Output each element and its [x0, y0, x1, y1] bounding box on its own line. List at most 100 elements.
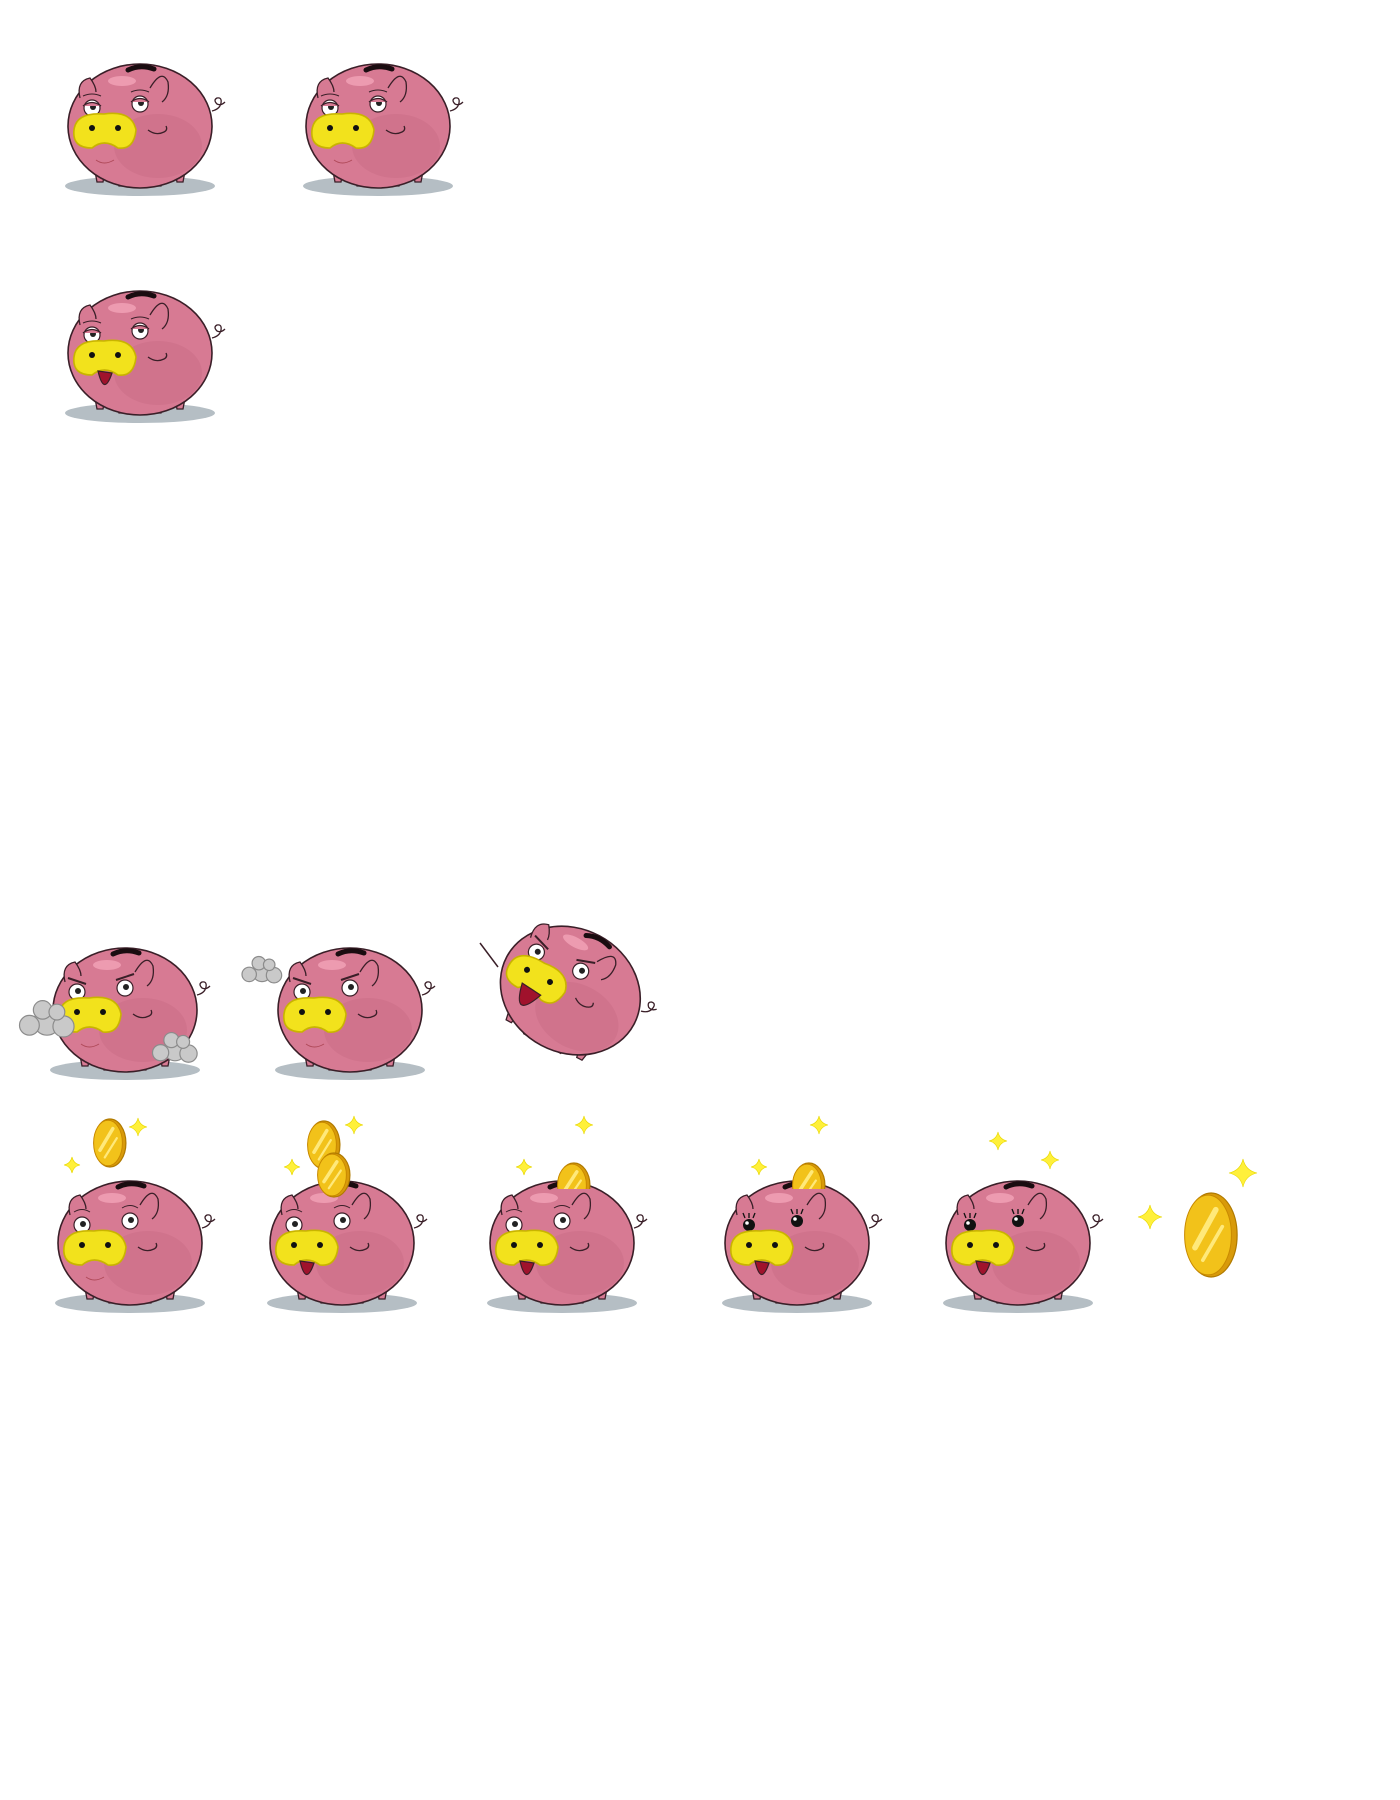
pig-eye-right — [130, 89, 150, 113]
pig-mouth — [754, 1260, 770, 1276]
pig-eye-right — [790, 1208, 804, 1227]
sparkle-icon — [750, 1158, 768, 1176]
pig-snout — [505, 954, 567, 1004]
pig-whisker — [137, 1242, 158, 1252]
pig-ear-left — [78, 304, 97, 326]
coin-slot — [583, 933, 612, 950]
pig-ear-left — [288, 961, 307, 983]
pig-eye-right — [121, 1205, 139, 1230]
sprite-frame-jump-1 — [468, 915, 663, 1075]
pig-whisker — [349, 1242, 370, 1252]
piggy-bank-sprite — [943, 1180, 1104, 1313]
coin-slot — [125, 64, 157, 73]
sparkle-icon — [283, 1158, 301, 1176]
pig-whisker — [385, 125, 406, 135]
pig-ear-left — [78, 77, 97, 99]
pig-tail — [211, 97, 226, 112]
pig-mouth — [305, 1043, 325, 1048]
pig-tail — [1089, 1214, 1104, 1229]
pig-tail — [413, 1214, 428, 1229]
pig-nostril — [105, 1242, 111, 1248]
coin-slot — [125, 291, 157, 300]
pig-nostril — [115, 352, 121, 358]
pig-whisker — [132, 1009, 153, 1019]
pig-eye-right — [333, 1205, 351, 1230]
steam-puff-icon — [151, 1031, 198, 1063]
pig-nostril — [74, 1009, 80, 1015]
pig-mouth — [80, 1043, 100, 1048]
sprite-canvas — [303, 63, 464, 196]
pig-nostril — [772, 1242, 778, 1248]
sprite-canvas — [65, 290, 226, 423]
pig-nostril — [993, 1242, 999, 1248]
pig-snout — [730, 1229, 794, 1266]
pig-nostril — [353, 125, 359, 131]
pig-tail — [449, 97, 464, 112]
sprite-frame-idle-3 — [40, 265, 240, 425]
coin-slot — [335, 948, 367, 957]
pig-ear-left — [956, 1194, 975, 1216]
pig-snout — [73, 112, 137, 149]
pig-eye-right — [130, 316, 150, 340]
pig-nostril — [511, 1242, 517, 1248]
pig-eye-left — [505, 1209, 523, 1234]
pig-mouth — [85, 1276, 105, 1281]
sprite-frame-coin-5 — [918, 1115, 1108, 1315]
pig-mouth — [518, 982, 542, 1006]
gold-coin-icon — [93, 1118, 127, 1168]
pig-body — [277, 947, 423, 1073]
pig-eye-right — [1011, 1208, 1025, 1227]
coin-slot — [110, 948, 142, 957]
pig-nostril — [115, 125, 121, 131]
pig-mouth — [333, 159, 353, 164]
pig-ear-right — [149, 75, 170, 103]
motion-line — [479, 942, 499, 968]
sparkle-icon — [63, 1156, 81, 1174]
sprite-frame-angry-2 — [232, 922, 452, 1082]
pig-nostril — [89, 125, 95, 131]
pig-ear-right — [387, 75, 408, 103]
pig-snout — [283, 996, 347, 1033]
pig-eye-right — [368, 89, 388, 113]
pig-body — [57, 1180, 203, 1306]
sprite-canvas — [479, 923, 657, 1062]
pig-eye-right — [572, 958, 596, 980]
pig-ear-right — [149, 302, 170, 330]
sparkle-icon — [988, 1131, 1008, 1151]
sprite-canvas — [267, 1115, 428, 1313]
pig-nostril — [325, 1009, 331, 1015]
steam-puff-icon — [241, 955, 283, 984]
pig-eye-right — [553, 1205, 571, 1230]
pig-ear-right — [1027, 1192, 1048, 1220]
pig-ear-right — [139, 1192, 160, 1220]
sprite-frame-coin-3 — [462, 1115, 652, 1315]
pig-tail — [196, 981, 211, 996]
pig-nostril — [746, 1242, 752, 1248]
pig-eye-left — [67, 977, 87, 1001]
piggy-bank-sprite — [18, 947, 211, 1080]
piggy-bank-sprite — [722, 1180, 883, 1313]
sprite-canvas — [241, 947, 436, 1080]
piggy-bank-sprite — [267, 1180, 428, 1313]
sprite-frame-idle-1 — [40, 38, 240, 198]
pig-ear-right — [571, 1192, 592, 1220]
pig-eye-left — [527, 934, 549, 961]
pig-nostril — [524, 966, 531, 973]
sprite-frame-coin-4 — [697, 1115, 887, 1315]
gold-coin-icon — [1184, 1192, 1238, 1278]
pig-tail — [640, 1001, 657, 1013]
pig-nostril — [327, 125, 333, 131]
piggy-bank-sprite — [55, 1180, 216, 1313]
sprite-frame-coin-1 — [30, 1115, 220, 1315]
piggy-bank-sprite — [303, 63, 464, 196]
pig-tail — [201, 1214, 216, 1229]
sparkle-icon — [344, 1115, 364, 1135]
pig-tail — [633, 1214, 648, 1229]
pig-mouth — [519, 1260, 535, 1276]
pig-whisker — [574, 997, 594, 1008]
pig-body — [305, 63, 451, 189]
sprite-frame-coin-item — [1128, 1125, 1268, 1305]
sparkle-icon — [1228, 1158, 1258, 1188]
sparkle-icon — [515, 1158, 533, 1176]
piggy-bank-sprite — [65, 290, 226, 423]
